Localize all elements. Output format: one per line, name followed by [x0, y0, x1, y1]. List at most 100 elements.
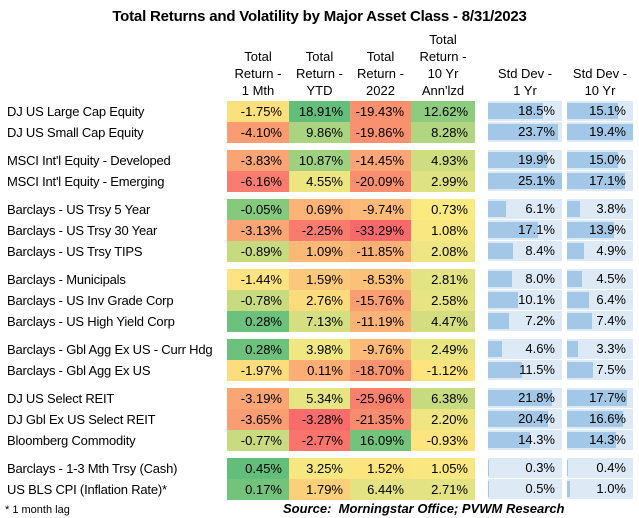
stddev-value: 1.0%: [596, 481, 626, 496]
table-row: MSCI Int'l Equity - Developed -3.83% 10.…: [4, 150, 639, 171]
return-cell-2022: 16.09%: [350, 430, 411, 451]
stddev-databar: [488, 201, 506, 217]
stddev-databar: [488, 313, 510, 329]
column-gap: [562, 171, 567, 192]
stddev-cell-1yr: 21.8%: [488, 388, 562, 409]
return-cell-1mth: -3.65%: [227, 409, 289, 430]
stddev-value: 7.4%: [596, 313, 626, 328]
return-cell-10yr: -1.12%: [411, 360, 475, 381]
table-row: DJ US Small Cap Equity -4.10% 9.86% -19.…: [4, 122, 639, 143]
return-cell-2022: 1.52%: [350, 458, 411, 479]
return-cell-ytd: 0.11%: [289, 360, 350, 381]
stddev-cell-10yr: 4.5%: [567, 269, 633, 290]
return-cell-ytd: -3.28%: [289, 409, 350, 430]
column-gap: [562, 290, 567, 311]
return-cell-10yr: 1.08%: [411, 220, 475, 241]
stddev-cell-1yr: 18.5%: [488, 101, 562, 122]
table-row: Barclays - US High Yield Corp 0.28% 7.13…: [4, 311, 639, 332]
return-cell-2022: -9.76%: [350, 339, 411, 360]
stddev-cell-1yr: 0.5%: [488, 479, 562, 500]
source-credit: Source: Morningstar Office; PVWM Researc…: [283, 501, 565, 516]
stddev-cell-10yr: 7.4%: [567, 311, 633, 332]
stddev-databar: [488, 341, 502, 357]
return-cell-2022: -8.53%: [350, 269, 411, 290]
column-gap: [475, 339, 488, 360]
column-gap: [475, 311, 488, 332]
column-gap: [475, 220, 488, 241]
return-cell-2022: -33.29%: [350, 220, 411, 241]
stddev-cell-10yr: 16.6%: [567, 409, 633, 430]
asset-class-label: Barclays - US Trsy 30 Year: [7, 223, 158, 238]
return-cell-ytd: 0.69%: [289, 199, 350, 220]
table-row: Barclays - US Trsy 5 Year -0.05% 0.69% -…: [4, 199, 639, 220]
asset-class-label: MSCI Int'l Equity - Emerging: [7, 174, 165, 189]
table-body: DJ US Large Cap Equity -1.75% 18.91% -19…: [0, 101, 639, 500]
stddev-cell-1yr: 7.2%: [488, 311, 562, 332]
return-cell-ytd: 7.13%: [289, 311, 350, 332]
asset-class-label: Barclays - Gbl Agg Ex US - Curr Hdg: [7, 342, 213, 357]
table-header: Total Return - 1 Mth Total Return - YTD …: [4, 31, 639, 99]
asset-class-label: Barclays - US Inv Grade Corp: [7, 293, 174, 308]
header-line: Total: [366, 49, 395, 64]
asset-class-label: DJ Gbl Ex US Select REIT: [7, 412, 156, 427]
return-cell-1mth: -1.75%: [227, 101, 289, 122]
return-cell-1mth: -1.97%: [227, 360, 289, 381]
stddev-cell-10yr: 3.3%: [567, 339, 633, 360]
asset-class-label: Barclays - US Trsy 5 Year: [7, 202, 151, 217]
return-cell-1mth: -3.13%: [227, 220, 289, 241]
return-cell-ytd: 9.86%: [289, 122, 350, 143]
return-cell-2022: -9.74%: [350, 199, 411, 220]
stddev-databar: [488, 481, 490, 497]
column-header-return-1mth: Total Return - 1 Mth: [227, 48, 289, 99]
stddev-cell-10yr: 4.9%: [567, 241, 633, 262]
column-gap: [562, 388, 567, 409]
return-cell-ytd: 1.09%: [289, 241, 350, 262]
asset-class-label: DJ US Large Cap Equity: [7, 104, 145, 119]
stddev-databar: [567, 243, 584, 259]
stddev-cell-10yr: 7.5%: [567, 360, 633, 381]
stddev-databar: [567, 292, 589, 308]
report-title: Total Returns and Volatility by Major As…: [112, 8, 527, 25]
column-gap: [562, 241, 567, 262]
asset-class-label: MSCI Int'l Equity - Developed: [7, 153, 171, 168]
header-line: Std Dev -: [497, 66, 553, 81]
stddev-cell-1yr: 25.1%: [488, 171, 562, 192]
table-row: Barclays - Gbl Agg Ex US -1.97% 0.11% -1…: [4, 360, 639, 381]
stddev-value: 7.2%: [525, 313, 555, 328]
stddev-databar: [488, 292, 518, 308]
stddev-cell-10yr: 17.1%: [567, 171, 633, 192]
return-cell-2022: -25.96%: [350, 388, 411, 409]
header-line: Return -: [234, 66, 282, 81]
stddev-value: 0.4%: [596, 460, 626, 475]
return-cell-2022: -11.19%: [350, 311, 411, 332]
stddev-value: 3.3%: [596, 341, 626, 356]
stddev-value: 14.3%: [589, 432, 626, 447]
column-gap: [562, 339, 567, 360]
column-header-return-ytd: Total Return - YTD: [289, 48, 350, 99]
column-gap: [475, 430, 488, 451]
return-cell-1mth: -3.83%: [227, 150, 289, 171]
table-row: Barclays - Municipals -1.44% 1.59% -8.53…: [4, 269, 639, 290]
stddev-value: 15.1%: [589, 103, 626, 118]
stddev-databar: [488, 390, 553, 406]
stddev-value: 6.4%: [596, 292, 626, 307]
stddev-cell-10yr: 13.9%: [567, 220, 633, 241]
asset-class-label: Barclays - 1-3 Mth Trsy (Cash): [7, 461, 178, 476]
column-gap: [562, 220, 567, 241]
return-cell-2022: -20.09%: [350, 171, 411, 192]
asset-class-label: Barclays - US High Yield Corp: [7, 314, 175, 329]
stddev-cell-10yr: 14.3%: [567, 430, 633, 451]
header-line: Return -: [357, 66, 404, 81]
column-gap: [562, 430, 567, 451]
table-footer: * 1 month lag Source: Morningstar Office…: [0, 501, 639, 518]
stddev-databar: [488, 460, 489, 476]
return-cell-1mth: -1.44%: [227, 269, 289, 290]
stddev-cell-1yr: 6.1%: [488, 199, 562, 220]
asset-class-label: Barclays - US Trsy TIPS: [7, 244, 143, 259]
column-gap: [475, 479, 488, 500]
return-cell-10yr: 2.20%: [411, 409, 475, 430]
return-cell-1mth: 0.17%: [227, 479, 289, 500]
stddev-databar: [488, 103, 543, 119]
return-cell-ytd: 1.79%: [289, 479, 350, 500]
